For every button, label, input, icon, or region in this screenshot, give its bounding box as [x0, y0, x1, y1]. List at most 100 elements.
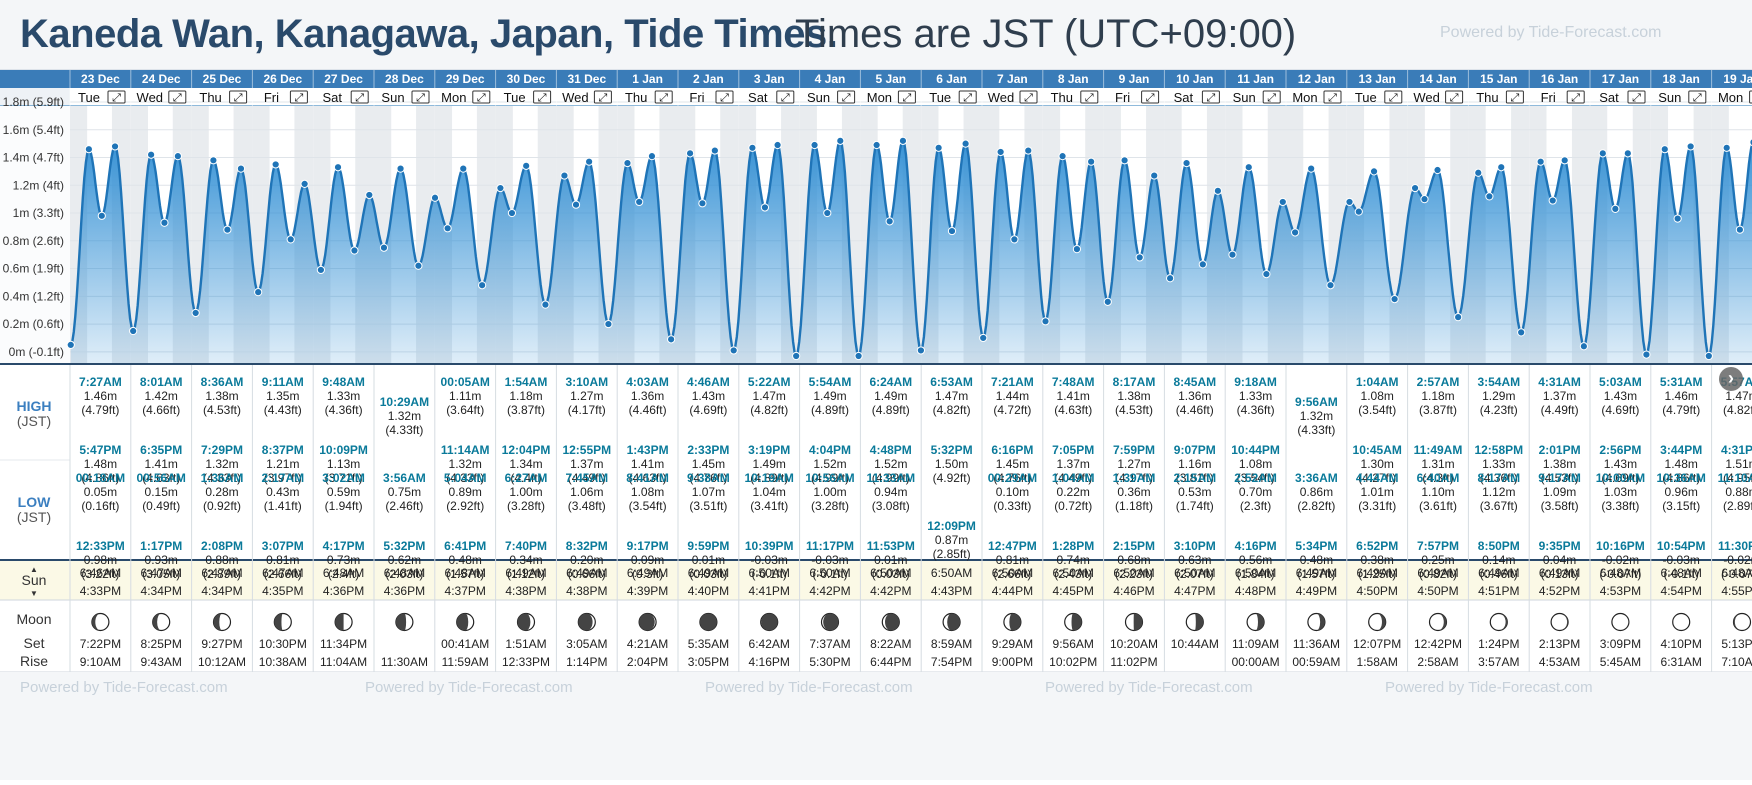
high-height-m: 1.18m [1421, 389, 1454, 403]
tide-extreme-point [1433, 165, 1442, 175]
low-time: 1:04AM [1052, 471, 1095, 485]
expand-day-button[interactable] [1505, 90, 1524, 104]
low-height-m: 0.74m [1057, 553, 1090, 567]
expand-day-button[interactable] [1201, 90, 1220, 104]
moon-shadow [517, 613, 531, 631]
low-height-ft: (-0.07ft) [1721, 567, 1752, 581]
y-axis-area [0, 106, 70, 364]
tide-extreme-point [698, 199, 707, 208]
low-time: 5:34PM [1295, 539, 1337, 553]
high-time: 5:22AM [748, 375, 791, 389]
tide-extreme-point [571, 200, 581, 209]
low-height-m: 0.25m [1421, 553, 1454, 567]
expand-day-button[interactable] [350, 90, 369, 104]
low-height-ft: (3.15ft) [1662, 499, 1700, 513]
high-time: 3:54AM [1477, 375, 1520, 389]
high-height-m: 1.47m [935, 389, 968, 403]
moonset-time: 8:22AM [870, 637, 911, 651]
low-height-ft: (2.46ft) [385, 499, 423, 513]
low-height-ft: (0.16ft) [81, 499, 119, 513]
expand-day-button[interactable] [1384, 90, 1403, 104]
high-time: 6:53AM [930, 375, 973, 389]
high-tz-label: (JST) [17, 413, 51, 429]
high-time: 5:32PM [931, 443, 973, 457]
expand-day-button[interactable] [654, 90, 673, 104]
sunset-time: 4:43PM [931, 584, 972, 598]
expand-day-button[interactable] [472, 90, 491, 104]
high-time: 7:05PM [1052, 443, 1094, 457]
tide-extreme-point [885, 217, 894, 226]
high-time: 7:29PM [201, 443, 243, 457]
low-height-ft: (0.3ft) [632, 567, 663, 581]
high-time: 12:58PM [1474, 443, 1523, 457]
low-height-ft: (2.89ft) [1723, 499, 1752, 513]
expand-day-button[interactable] [958, 90, 977, 104]
low-height-m: 0.34m [509, 553, 542, 567]
low-time: 5:04AM [444, 471, 487, 485]
tide-extreme-point [1735, 225, 1744, 234]
high-height-m: 1.37m [1057, 457, 1090, 471]
sunrise-time: 6:50AM [749, 566, 790, 580]
low-time: 9:59PM [687, 539, 729, 553]
high-height-m: 1.36m [631, 389, 664, 403]
sunrise-time: 6:49AM [688, 566, 729, 580]
low-height-m: 0.73m [327, 553, 360, 567]
tide-extreme-point [1198, 260, 1207, 269]
tide-extreme-point [1150, 171, 1159, 180]
sunset-time: 4:34PM [141, 584, 182, 598]
tide-extreme-point [604, 319, 613, 329]
expand-day-button[interactable] [1323, 90, 1342, 104]
expand-day-button[interactable] [593, 90, 612, 104]
date-header: 11 Jan [1237, 72, 1274, 86]
expand-day-button[interactable] [897, 90, 916, 104]
moonrise-time: 3:57AM [1478, 655, 1519, 669]
high-height-m: 1.27m [570, 389, 603, 403]
moon-shadow [639, 613, 655, 631]
moon-shadow [1133, 613, 1143, 631]
high-height-m: 1.51m [1725, 457, 1752, 471]
expand-day-button[interactable] [229, 90, 248, 104]
low-height-m: 0.88m [205, 553, 238, 567]
low-time: 10:36AM [1657, 471, 1706, 485]
expand-day-button[interactable] [411, 90, 430, 104]
expand-day-button[interactable] [715, 90, 734, 104]
high-height-ft: (4.89ft) [872, 403, 910, 417]
sunrise-time: 6:46AM [80, 566, 121, 580]
expand-day-button[interactable] [837, 90, 856, 104]
high-height-m: 1.13m [327, 457, 360, 471]
high-time: 8:37PM [262, 443, 304, 457]
expand-day-button[interactable] [1688, 90, 1707, 104]
scroll-right-button[interactable] [1719, 367, 1743, 391]
expand-day-button[interactable] [1445, 90, 1464, 104]
expand-day-button[interactable] [1749, 90, 1752, 104]
low-time: 1:39AM [1113, 471, 1156, 485]
low-time: 8:32PM [566, 539, 608, 553]
sunset-time: 4:49PM [1296, 584, 1337, 598]
expand-day-button[interactable] [1262, 90, 1281, 104]
low-time: 1:28PM [1052, 539, 1094, 553]
expand-icon: ⤢ [963, 92, 972, 104]
high-time: 12:04PM [502, 443, 551, 457]
moonset-time: 6:42AM [749, 637, 790, 651]
moonrise-time: 4:53AM [1539, 655, 1580, 669]
low-time: 11:10AM [1718, 471, 1752, 485]
moon-shadow [1733, 613, 1742, 631]
high-time: 6:16PM [991, 443, 1033, 457]
moonset-time: 4:21AM [627, 637, 668, 651]
expand-day-button[interactable] [1141, 90, 1160, 104]
high-height-m: 1.33m [327, 389, 360, 403]
high-height-m: 1.38m [205, 389, 238, 403]
expand-day-button[interactable] [1627, 90, 1646, 104]
expand-day-button[interactable] [1080, 90, 1099, 104]
expand-day-button[interactable] [533, 90, 552, 104]
tide-extreme-point [365, 190, 374, 200]
sunrise-time: 6:50AM [992, 566, 1033, 580]
expand-day-button[interactable] [289, 90, 308, 104]
high-height-ft: (4.92ft) [933, 471, 971, 485]
expand-day-button[interactable] [776, 90, 795, 104]
expand-day-button[interactable] [168, 90, 187, 104]
tide-extreme-point [1278, 197, 1287, 207]
expand-day-button[interactable] [1566, 90, 1585, 104]
expand-day-button[interactable] [1019, 90, 1038, 104]
expand-day-button[interactable] [107, 90, 126, 104]
